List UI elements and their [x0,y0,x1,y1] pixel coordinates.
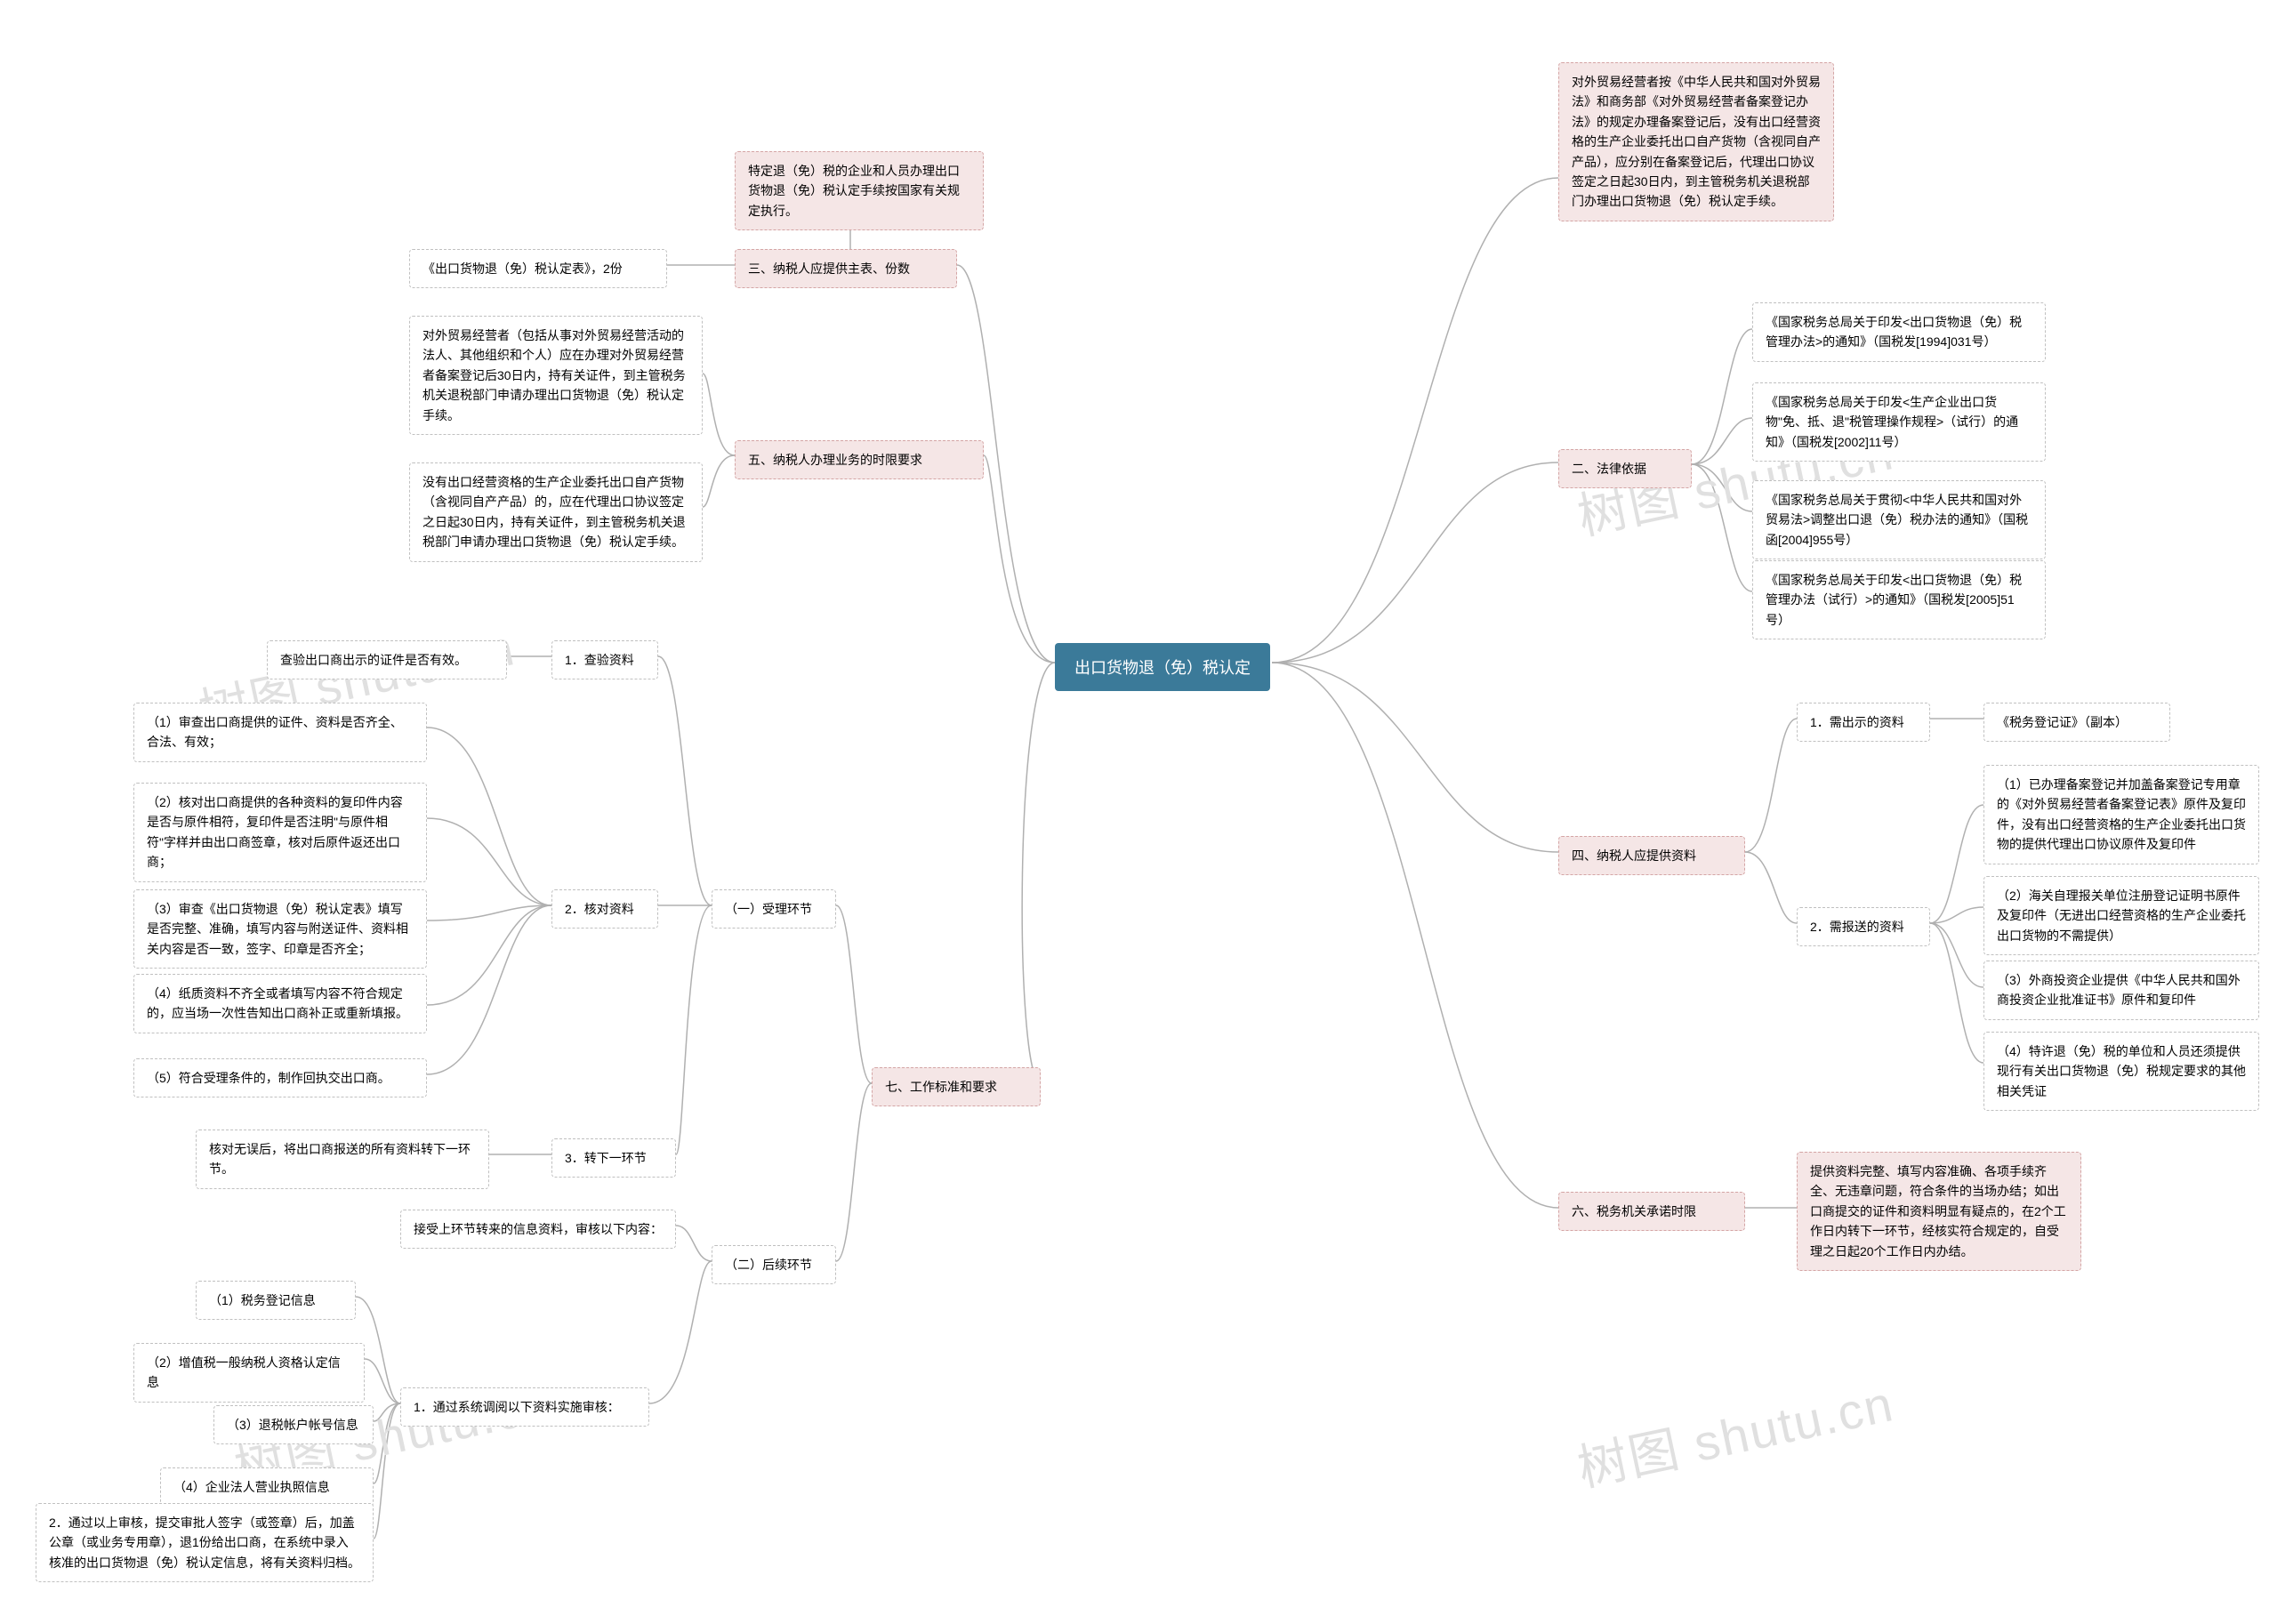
node-7-s2-b: 2．通过以上审核，提交审批人签字（或签章）后，加盖公章（或业务专用章），退1份给… [36,1503,374,1582]
node-5-item-1: 没有出口经营资格的生产企业委托出口自产货物（含视同自产产品）的，应在代理出口协议… [409,462,703,562]
node-7-s1-b-item-4: （5）符合受理条件的，制作回执交出口商。 [133,1058,427,1097]
node-7-s2-a-item-2: （3）退税帐户帐号信息 [213,1405,374,1444]
node-4-title: 四、纳税人应提供资料 [1558,836,1745,875]
node-4-i2-title: 2．需报送的资料 [1797,907,1930,946]
node-7-s2-title: （二）后续环节 [712,1245,836,1284]
node-4-i1-text: 《税务登记证》（副本） [1983,703,2170,742]
node-4-i2-item-3: （4）特许退（免）税的单位和人员还须提供现行有关出口货物退（免）税规定要求的其他… [1983,1032,2259,1111]
node-7-s1-b-item-0: （1）审查出口商提供的证件、资料是否齐全、合法、有效； [133,703,427,762]
node-4-i2-item-1: （2）海关自理报关单位注册登记证明书原件及复印件（无进出口经营资格的生产企业委托… [1983,876,2259,955]
node-2-item-0: 《国家税务总局关于印发<出口货物退（免）税管理办法>的通知》（国税发[1994]… [1752,302,2046,362]
node-2-item-1: 《国家税务总局关于印发<生产企业出口货物"免、抵、退"税管理操作规程>（试行）的… [1752,382,2046,462]
node-7-s1-c-title: 3．转下一环节 [551,1138,676,1178]
node-7-s1-a-title: 1．查验资料 [551,640,658,679]
node-7-s1-c-text: 核对无误后，将出口商报送的所有资料转下一环节。 [196,1130,489,1189]
root-node: 出口货物退（免）税认定 [1055,643,1270,691]
node-1-text: 对外贸易经营者按《中华人民共和国对外贸易法》和商务部《对外贸易经营者备案登记办法… [1558,62,1834,221]
node-6-title: 六、税务机关承诺时限 [1558,1192,1745,1231]
node-7-s1-title: （一）受理环节 [712,889,836,929]
node-4-i2-item-2: （3）外商投资企业提供《中华人民共和国外商投资企业批准证书》原件和复印件 [1983,961,2259,1020]
node-2-title: 二、法律依据 [1558,449,1692,488]
node-4-i2-item-0: （1）已办理备案登记并加盖备案登记专用章的《对外贸易经营者备案登记表》原件及复印… [1983,765,2259,864]
node-6-text: 提供资料完整、填写内容准确、各项手续齐全、无违章问题，符合条件的当场办结；如出口… [1797,1152,2081,1271]
node-3-item-1: 《出口货物退（免）税认定表》，2份 [409,249,667,288]
node-7-s2-a-item-1: （2）增值税一般纳税人资格认定信息 [133,1343,365,1403]
node-7-s2-a-title: 1．通过系统调阅以下资料实施审核： [400,1387,649,1427]
node-5-item-0: 对外贸易经营者（包括从事对外贸易经营活动的法人、其他组织和个人）应在办理对外贸易… [409,316,703,435]
node-7-title: 七、工作标准和要求 [872,1067,1041,1106]
node-7-s1-b-item-3: （4）纸质资料不齐全或者填写内容不符合规定的，应当场一次性告知出口商补正或重新填… [133,974,427,1033]
node-7-s2-a-item-0: （1）税务登记信息 [196,1281,356,1320]
node-4-i1-title: 1．需出示的资料 [1797,703,1930,742]
node-7-s1-b-item-1: （2）核对出口商提供的各种资料的复印件内容是否与原件相符，复印件是否注明"与原件… [133,783,427,882]
node-3-title: 三、纳税人应提供主表、份数 [735,249,957,288]
node-7-s1-b-item-2: （3）审查《出口货物退（免）税认定表》填写是否完整、准确，填写内容与附送证件、资… [133,889,427,969]
node-5-title: 五、纳税人办理业务的时限要求 [735,440,984,479]
node-7-s1-b-title: 2．核对资料 [551,889,658,929]
node-2-item-3: 《国家税务总局关于印发<出口货物退（免）税管理办法（试行）>的通知》（国税发[2… [1752,560,2046,639]
node-7-s2-a-item-3: （4）企业法人营业执照信息 [160,1467,374,1507]
node-2-item-2: 《国家税务总局关于贯彻<中华人民共和国对外贸易法>调整出口退（免）税办法的通知》… [1752,480,2046,559]
node-3-item-0: 特定退（免）税的企业和人员办理出口货物退（免）税认定手续按国家有关规定执行。 [735,151,984,230]
node-7-s1-a-text: 查验出口商出示的证件是否有效。 [267,640,507,679]
node-7-s2-intro: 接受上环节转来的信息资料，审核以下内容： [400,1210,676,1249]
